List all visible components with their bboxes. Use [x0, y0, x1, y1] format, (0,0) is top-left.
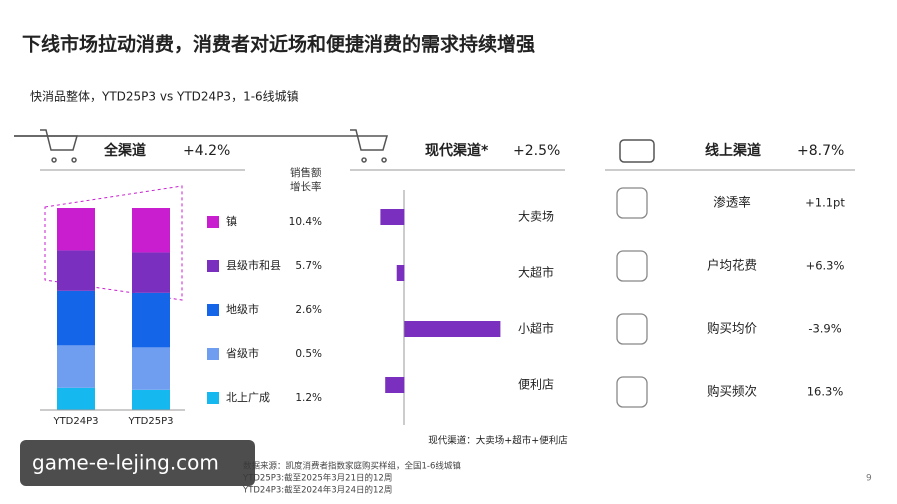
cart-icon — [14, 129, 78, 163]
bar-segment — [132, 292, 170, 348]
bar — [385, 377, 405, 393]
legend-label: 县级市和县 — [226, 258, 281, 272]
cart-icon — [14, 129, 388, 163]
x-tick-label: YTD24P3 — [52, 416, 98, 427]
metric-label: 购买均价 — [707, 321, 758, 336]
bar-segment — [132, 389, 170, 410]
legend-growth: 2.6% — [295, 304, 322, 316]
metric-value: +6.3% — [806, 259, 845, 273]
row-icon — [616, 376, 648, 408]
legend-swatch — [207, 392, 219, 404]
bar-segment — [132, 208, 170, 253]
row-icon — [616, 250, 648, 282]
row-icon — [616, 187, 648, 219]
bar — [380, 209, 405, 225]
row-icon — [616, 313, 648, 345]
subtitle: 快消品整体，YTD25P3 vs YTD24P3，1-6线城镇 — [30, 89, 299, 104]
legend-swatch — [207, 304, 219, 316]
online-icon — [619, 139, 655, 163]
bar-segment — [132, 347, 170, 390]
channel-growth: +8.7% — [797, 143, 844, 159]
overlay-box — [20, 440, 255, 486]
channel-name: 线上渠道 — [705, 142, 761, 159]
metric-label: 渗透率 — [713, 195, 751, 210]
channel-growth: +4.2% — [183, 143, 230, 159]
zoom-guide — [44, 185, 183, 301]
legend-swatch — [207, 348, 219, 360]
channel-name: 现代渠道* — [425, 142, 489, 159]
channel-name: 全渠道 — [103, 142, 146, 159]
category-label: 大超市 — [518, 265, 554, 280]
bar — [396, 265, 405, 281]
category-label: 大卖场 — [518, 210, 554, 224]
title: 下线市场拉动消费，消费者对近场和便捷消费的需求持续增强 — [22, 33, 535, 56]
legend-label: 镇 — [226, 214, 237, 228]
legend-label: 省级市 — [226, 346, 259, 360]
legend-growth: 1.2% — [295, 392, 322, 404]
source-note: 数据来源：凯度消费者指数家庭购买样组，全国1-6线城镇 — [243, 461, 461, 472]
source-note: YTD24P3:截至2024年3月24日的12周 — [242, 485, 392, 496]
bar-segment — [132, 252, 170, 293]
category-label: 小超市 — [518, 321, 554, 336]
metric-value: +1.1pt — [805, 196, 845, 210]
metric-value: -3.9% — [808, 322, 841, 336]
page-number: 9 — [866, 474, 872, 484]
metric-label: 户均花费 — [707, 258, 757, 273]
bar-segment — [57, 290, 95, 346]
category-label: 便利店 — [518, 378, 554, 392]
channel-growth: +2.5% — [513, 143, 560, 159]
metric-label: 购买频次 — [707, 384, 757, 399]
source-note: YTD25P3:截至2025年3月21日的12周 — [242, 473, 392, 484]
legend-label: 北上广成 — [226, 391, 270, 404]
legend-swatch — [207, 216, 219, 228]
overlay-text: game-e-lejing.com — [32, 451, 219, 475]
bar — [404, 321, 501, 337]
bar-segment — [57, 208, 95, 251]
legend-label: 地级市 — [226, 302, 259, 316]
growth-header: 销售额增长率 — [290, 167, 322, 193]
bar-segment — [57, 387, 95, 410]
metric-value: 16.3% — [807, 385, 844, 399]
x-tick-label: YTD25P3 — [127, 416, 173, 427]
bar-segment — [57, 250, 95, 291]
bar-segment — [57, 345, 95, 388]
legend-growth: 5.7% — [295, 260, 322, 272]
legend-growth: 10.4% — [289, 216, 322, 228]
legend-growth: 0.5% — [295, 348, 322, 360]
legend-swatch — [207, 260, 219, 272]
channel-note: 现代渠道：大卖场+超市+便利店 — [428, 435, 567, 447]
